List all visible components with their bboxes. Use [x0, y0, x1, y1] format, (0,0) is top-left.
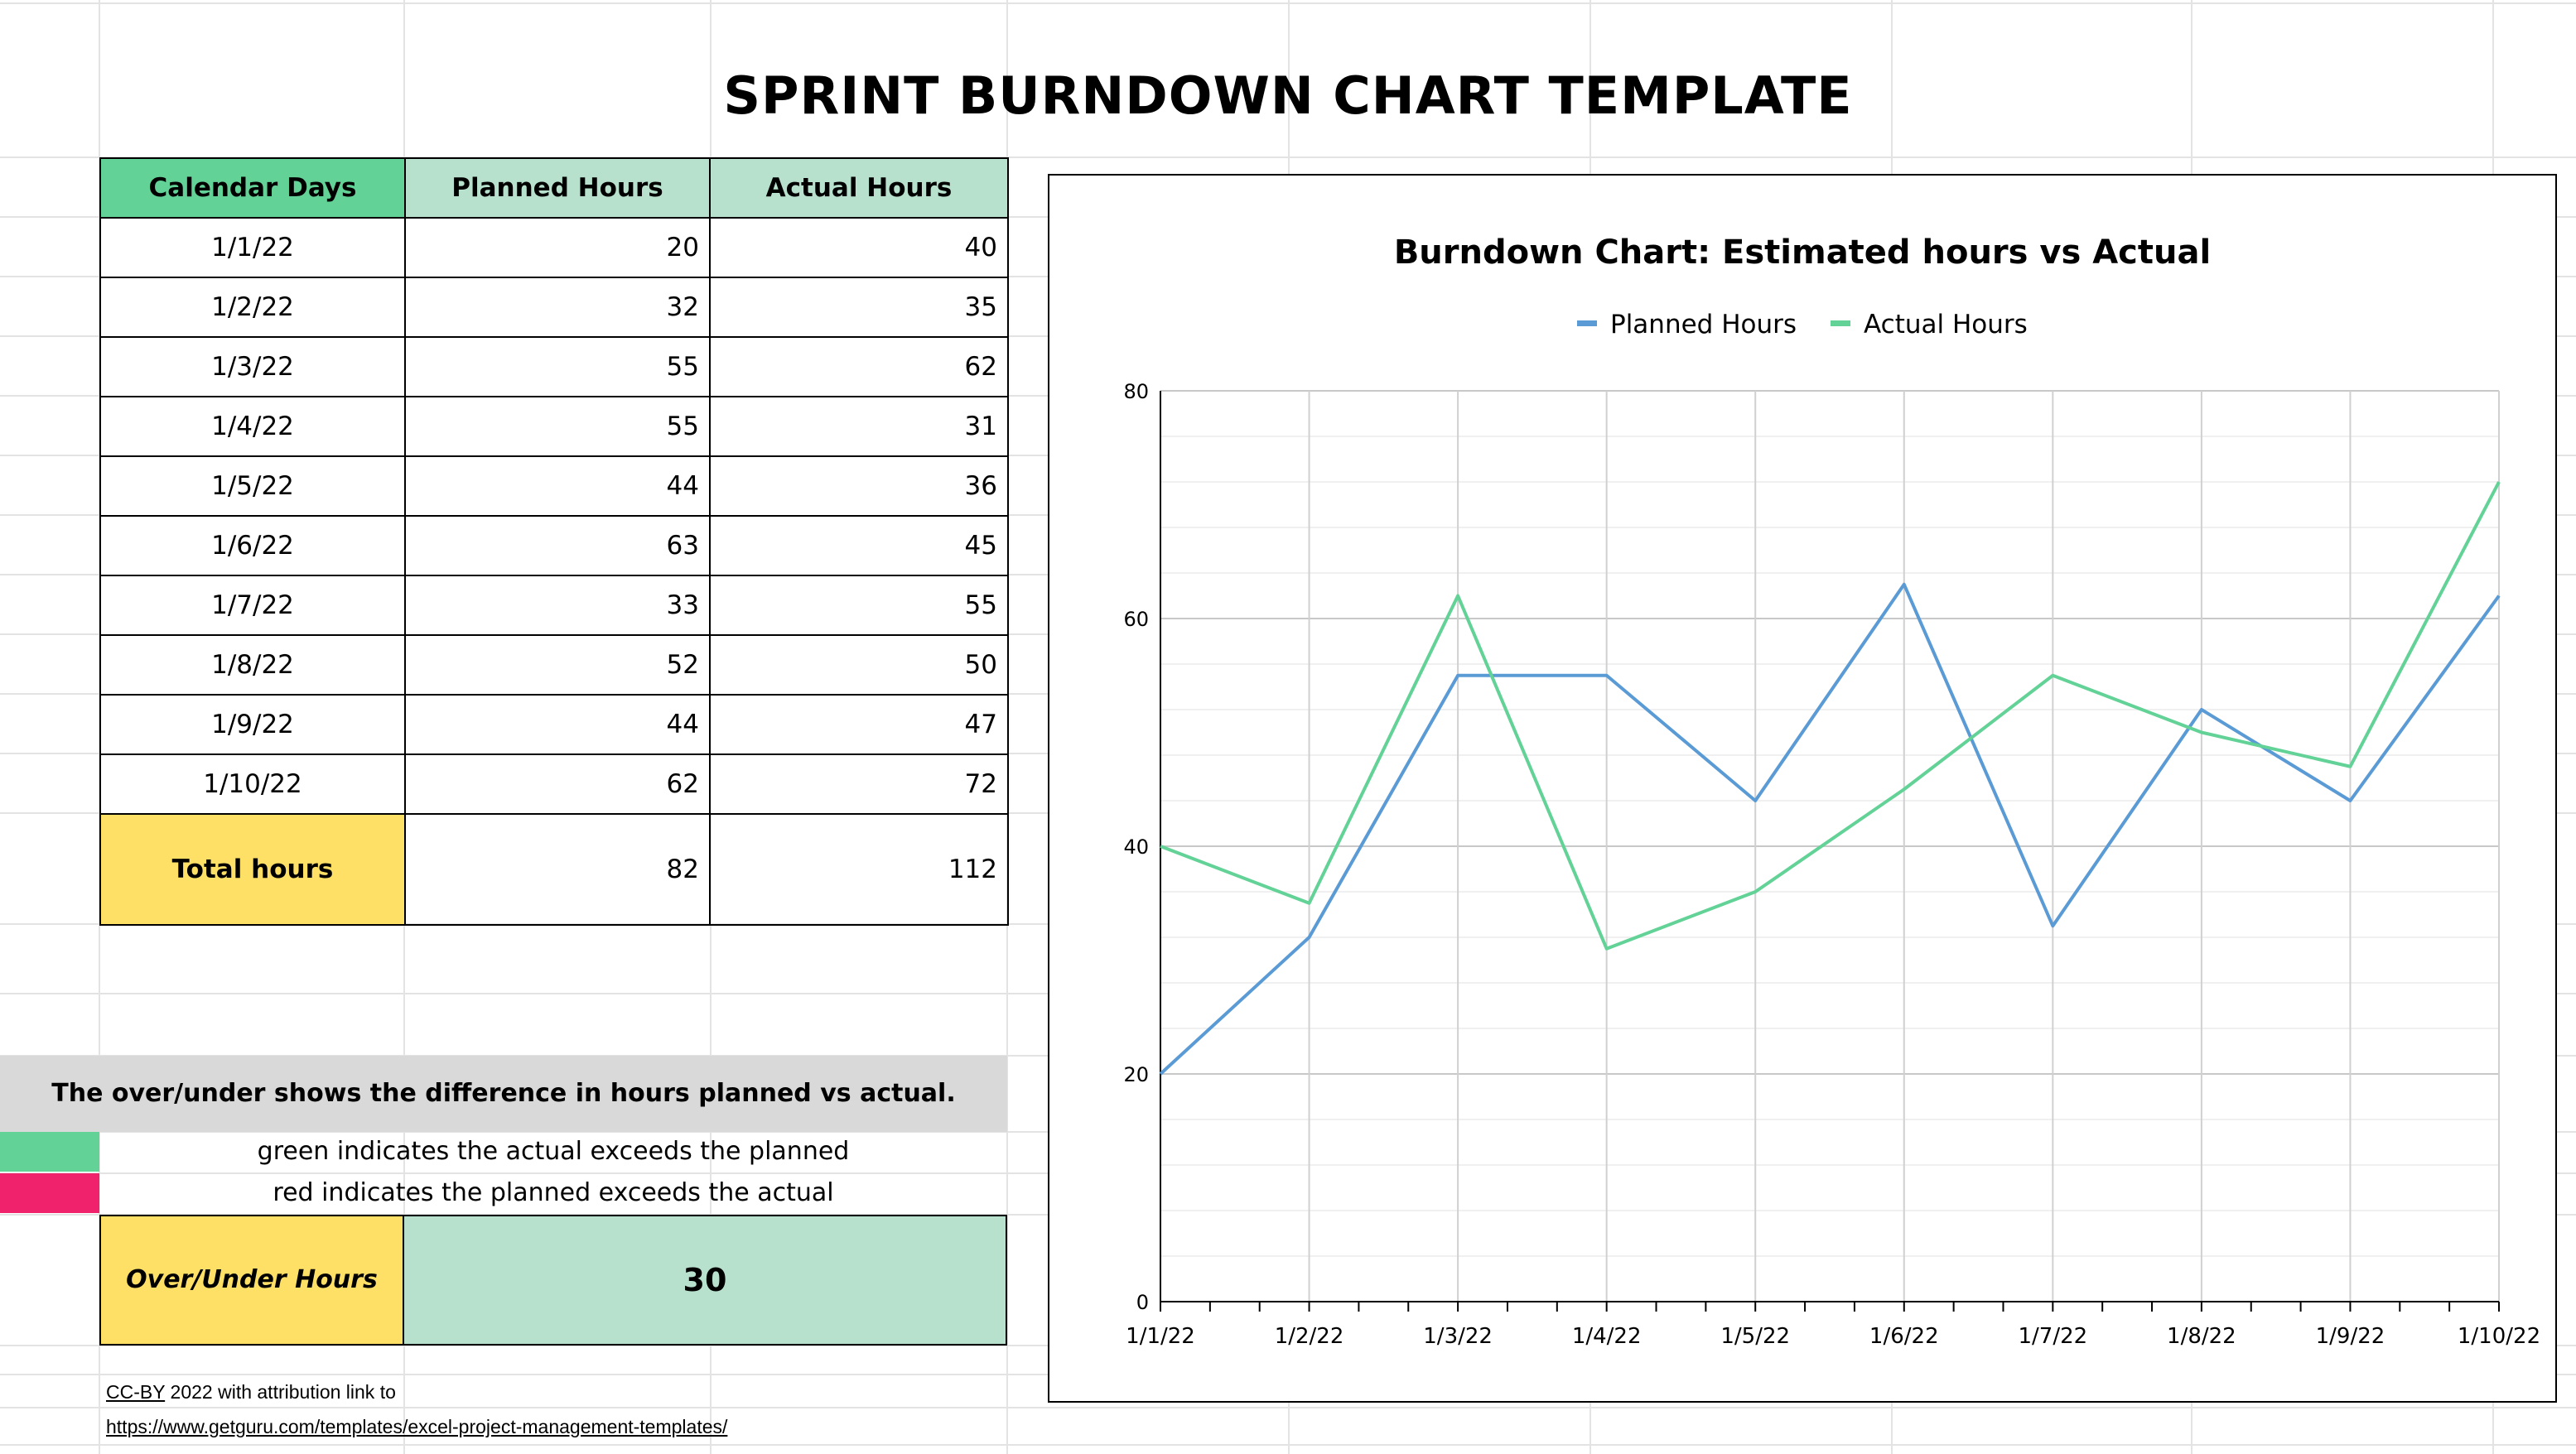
date-cell[interactable]: 1/2/22	[99, 277, 406, 338]
table-row: 1/5/22 44 36	[99, 455, 1009, 517]
attribution-url: https://www.getguru.com/templates/excel-…	[106, 1416, 727, 1438]
actual-cell[interactable]: 62	[709, 336, 1009, 397]
x-tick-label: 1/10/22	[2458, 1324, 2540, 1349]
total-planned-cell[interactable]: 82	[404, 813, 711, 926]
actual-cell[interactable]: 50	[709, 634, 1009, 696]
x-tick-label: 1/8/22	[2167, 1324, 2236, 1349]
planned-cell[interactable]: 33	[404, 575, 711, 636]
table-row: 1/9/22 44 47	[99, 694, 1009, 755]
actual-cell[interactable]: 55	[709, 575, 1009, 636]
actual-cell[interactable]: 31	[709, 396, 1009, 457]
table-row: 1/2/22 32 35	[99, 277, 1009, 338]
x-tick-label: 1/9/22	[2316, 1324, 2385, 1349]
actual-hours-line	[1160, 481, 2501, 951]
planned-cell[interactable]: 52	[404, 634, 711, 696]
planned-cell[interactable]: 44	[404, 455, 711, 517]
over-under-explanation[interactable]: The over/under shows the difference in h…	[0, 1056, 1007, 1132]
over-under-label[interactable]: Over/Under Hours	[99, 1215, 404, 1346]
table-row: 1/4/22 55 31	[99, 396, 1009, 457]
total-row: Total hours 82 112	[99, 813, 1009, 926]
date-cell[interactable]: 1/10/22	[99, 753, 406, 815]
red-swatch[interactable]	[0, 1173, 99, 1213]
planned-cell[interactable]: 20	[404, 217, 711, 278]
actual-cell[interactable]: 36	[709, 455, 1009, 517]
license-link[interactable]: CC-BY	[106, 1381, 166, 1403]
actual-cell[interactable]: 45	[709, 515, 1009, 576]
y-tick-label: 80	[1123, 380, 1149, 403]
attribution-link[interactable]: https://www.getguru.com/templates/excel-…	[106, 1416, 728, 1437]
planned-cell[interactable]: 62	[404, 753, 711, 815]
legend-swatch-planned	[1577, 320, 1597, 326]
planned-cell[interactable]: 63	[404, 515, 711, 576]
table-row: 1/10/22 62 72	[99, 753, 1009, 815]
planned-cell[interactable]: 55	[404, 336, 711, 397]
red-legend-text[interactable]: red indicates the planned exceeds the ac…	[273, 1178, 834, 1207]
attribution-line: CC-BY 2022 with attribution link to	[106, 1381, 396, 1403]
burndown-chart[interactable]: Burndown Chart: Estimated hours vs Actua…	[1048, 174, 2557, 1403]
actual-cell[interactable]: 35	[709, 277, 1009, 338]
date-cell[interactable]: 1/3/22	[99, 336, 406, 397]
x-tick-label: 1/5/22	[1720, 1324, 1790, 1349]
plot-area: 0 20 40 60 80 1/1/22 1/2/22 1/3/22 1/4/22 1/5/22 1…	[1123, 380, 2540, 1349]
green-legend-text[interactable]: green indicates the actual exceeds the p…	[257, 1137, 850, 1166]
x-tick-label: 1/2/22	[1275, 1324, 1344, 1349]
date-cell[interactable]: 1/1/22	[99, 217, 406, 278]
table-row: 1/6/22 63 45	[99, 515, 1009, 576]
x-tick-label: 1/1/22	[1126, 1324, 1195, 1349]
date-cell[interactable]: 1/8/22	[99, 634, 406, 696]
page-title: SPRINT BURNDOWN CHART TEMPLATE	[723, 65, 1853, 126]
table-row: 1/7/22 33 55	[99, 575, 1009, 636]
date-cell[interactable]: 1/7/22	[99, 575, 406, 636]
y-tick-label: 60	[1123, 608, 1149, 631]
planned-cell[interactable]: 32	[404, 277, 711, 338]
chart-legend: Planned Hours Actual Hours	[1577, 310, 2028, 339]
chart-title: Burndown Chart: Estimated hours vs Actua…	[1394, 234, 2211, 272]
x-tick-label: 1/3/22	[1423, 1324, 1493, 1349]
planned-hours-line	[1159, 582, 2501, 1076]
y-tick-label: 40	[1123, 835, 1149, 859]
actual-cell[interactable]: 47	[709, 694, 1009, 755]
x-tick-label: 1/6/22	[1869, 1324, 1939, 1349]
date-cell[interactable]: 1/5/22	[99, 455, 406, 517]
total-actual-cell[interactable]: 112	[709, 813, 1009, 926]
chart-svg: Burndown Chart: Estimated hours vs Actua…	[1123, 234, 2540, 1349]
actual-cell[interactable]: 40	[709, 217, 1009, 278]
actual-cell[interactable]: 72	[709, 753, 1009, 815]
attribution-text: 2022 with attribution link to	[165, 1381, 396, 1403]
date-cell[interactable]: 1/9/22	[99, 694, 406, 755]
date-cell[interactable]: 1/6/22	[99, 515, 406, 576]
table-row: 1/3/22 55 62	[99, 336, 1009, 397]
column-header-actual-hours[interactable]: Actual Hours	[709, 157, 1009, 219]
table-header-row: Calendar Days Planned Hours Actual Hours	[99, 157, 1009, 219]
y-tick-label: 0	[1136, 1291, 1149, 1314]
column-header-calendar-days[interactable]: Calendar Days	[99, 157, 406, 219]
table-row: 1/1/22 20 40	[99, 217, 1009, 278]
date-cell[interactable]: 1/4/22	[99, 396, 406, 457]
legend-label-actual: Actual Hours	[1864, 310, 2028, 339]
planned-cell[interactable]: 44	[404, 694, 711, 755]
table-row: 1/8/22 52 50	[99, 634, 1009, 696]
y-tick-label: 20	[1123, 1063, 1149, 1086]
hours-table: Calendar Days Planned Hours Actual Hours…	[99, 157, 1009, 926]
planned-cell[interactable]: 55	[404, 396, 711, 457]
total-hours-label[interactable]: Total hours	[99, 813, 406, 926]
column-header-planned-hours[interactable]: Planned Hours	[404, 157, 711, 219]
green-swatch[interactable]	[0, 1132, 99, 1172]
legend-swatch-actual	[1831, 320, 1850, 326]
x-tick-label: 1/7/22	[2018, 1324, 2087, 1349]
x-tick-label: 1/4/22	[1572, 1324, 1642, 1349]
over-under-value[interactable]: 30	[404, 1215, 1007, 1346]
legend-label-planned: Planned Hours	[1610, 310, 1797, 339]
